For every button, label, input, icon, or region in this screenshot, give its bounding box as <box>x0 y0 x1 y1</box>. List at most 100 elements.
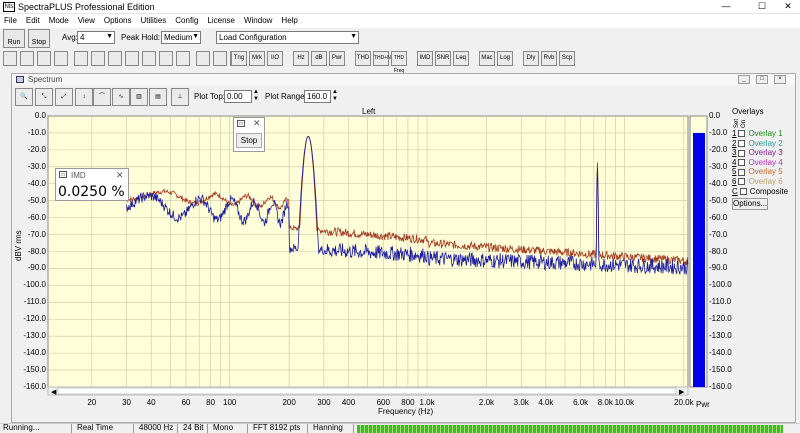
zoom-out-x-icon[interactable]: ⤢ <box>55 88 73 106</box>
plot-top-spinner[interactable]: ▲ ▼ <box>253 89 259 102</box>
print-icon[interactable] <box>54 51 68 66</box>
overlay-set-number[interactable]: 3 <box>732 148 737 158</box>
overlay-checkbox[interactable] <box>738 159 746 167</box>
x-tick-label: 100 <box>223 398 237 407</box>
tool-tng-button[interactable]: Tng <box>231 51 247 66</box>
overlay-row[interactable]: 6 Overlay 6 <box>732 177 788 187</box>
overlay-checkbox[interactable] <box>738 168 746 176</box>
overlay-row[interactable]: 4 Overlay 4 <box>732 158 788 168</box>
play-icon[interactable] <box>74 51 88 66</box>
zoom-y-icon[interactable]: ↕ <box>75 88 93 106</box>
stop-button[interactable]: Stop <box>28 29 50 48</box>
avg-select[interactable]: 4 ▼ <box>77 31 115 44</box>
tool-pwr-button[interactable]: Pwr <box>329 51 345 66</box>
x-tick-label: 4.0k <box>538 398 554 407</box>
overlay-row[interactable]: 3 Overlay 3 <box>732 148 788 158</box>
stop-popup-button[interactable]: Stop <box>236 133 262 148</box>
tool-i-o-button[interactable]: I/O <box>267 51 283 66</box>
menu-item-utilities[interactable]: Utilities <box>140 16 167 25</box>
plot-range-input[interactable]: 160.0 <box>304 90 331 103</box>
scroll-right-icon[interactable]: ▶ <box>679 389 685 396</box>
maximize-icon[interactable]: ☐ <box>757 1 767 11</box>
tool-imd-button[interactable]: IMD <box>417 51 433 66</box>
overlay-row[interactable]: 5 Overlay 5 <box>732 167 788 177</box>
tool-snr-button[interactable]: SNR <box>435 51 451 66</box>
plot-range-spinner[interactable]: ▲ ▼ <box>332 89 338 102</box>
new-icon[interactable] <box>3 51 17 66</box>
imd-close-icon[interactable]: ✕ <box>116 170 124 180</box>
overlay-set-number[interactable]: 2 <box>732 138 737 148</box>
menu-bar: File Edit Mode View Options Utilities Config Li… <box>0 14 800 28</box>
overlay-set-number[interactable]: 1 <box>732 129 737 138</box>
spectrum-bar-icon[interactable]: ▥ <box>130 88 148 106</box>
menu-item-options[interactable]: Options <box>103 16 132 25</box>
tool-db-button[interactable]: dB <box>311 51 327 66</box>
overlay-set-number[interactable]: 6 <box>732 176 737 186</box>
overlay-checkbox[interactable] <box>738 130 746 138</box>
scroll-left-icon[interactable]: ◀ <box>51 389 57 396</box>
x-tick-label: 30 <box>122 398 131 407</box>
tool-dly-button[interactable]: Dly <box>523 51 539 66</box>
spectrum-line-icon[interactable]: ∿ <box>112 88 130 106</box>
zoom-icon[interactable]: 🔍 <box>15 88 33 106</box>
tool-mrk-button[interactable]: Mrk <box>249 51 265 66</box>
open-icon[interactable] <box>20 51 34 66</box>
overlay-row[interactable]: 2 Overlay 2 <box>732 139 788 149</box>
save-icon[interactable] <box>37 51 51 66</box>
composite-set[interactable]: C <box>732 186 738 196</box>
spectrogram-icon[interactable] <box>176 51 190 66</box>
menu-item-view[interactable]: View <box>77 16 95 25</box>
plot-top-input[interactable]: 0.00 <box>224 90 252 103</box>
overlay-set-number[interactable]: 4 <box>732 157 737 167</box>
record-icon[interactable] <box>91 51 105 66</box>
config-select[interactable]: Load Configuration ▼ <box>216 31 359 44</box>
spectrum-maximize-icon[interactable]: □ <box>756 75 768 84</box>
menu-item-config[interactable]: Config <box>175 16 199 25</box>
overlay-checkbox[interactable] <box>738 178 746 186</box>
wave-icon[interactable] <box>125 51 139 66</box>
peak-hold-select[interactable]: Medium ▼ <box>161 31 201 44</box>
phase-icon[interactable] <box>196 51 210 66</box>
tool-log-button[interactable]: Log <box>497 51 513 66</box>
tool-hz-button[interactable]: Hz <box>293 51 309 66</box>
menu-item-file[interactable]: File <box>4 16 17 25</box>
octave-icon[interactable]: ▤ <box>149 88 167 106</box>
spectrum-icon[interactable] <box>142 51 156 66</box>
run-button[interactable]: Run <box>3 29 25 48</box>
overlay-row[interactable]: 1 Overlay 1 <box>732 129 788 139</box>
tool-thd-button[interactable]: THD <box>355 51 371 66</box>
menu-item-mode[interactable]: Mode <box>48 16 69 25</box>
plot-top-label: Plot Top: <box>194 92 225 101</box>
menu-item-edit[interactable]: Edit <box>25 16 40 25</box>
stop-popup-close-icon[interactable]: ✕ <box>253 118 261 128</box>
dual-icon[interactable] <box>108 51 122 66</box>
overlay-label: Overlay 4 <box>748 157 783 167</box>
menu-item-window[interactable]: Window <box>243 16 273 25</box>
overlay-options-button[interactable]: Options... <box>732 198 768 211</box>
tool-thd-n-button[interactable]: THD+N <box>373 51 391 66</box>
status-state: Running... <box>0 424 72 433</box>
composite-checkbox[interactable] <box>739 187 747 195</box>
spectrum-minimize-icon[interactable]: _ <box>738 75 750 84</box>
waveform-icon[interactable]: ⌒ <box>93 88 111 106</box>
zoom-x-icon[interactable]: ⤡ <box>35 88 53 106</box>
overlay-checkbox[interactable] <box>738 149 746 157</box>
menu-item-license[interactable]: License <box>207 16 235 25</box>
sweep-icon[interactable] <box>213 51 227 66</box>
imd-window-icon: □ <box>59 171 67 178</box>
close-icon[interactable]: ✕ <box>784 1 792 11</box>
bars-icon[interactable] <box>159 51 173 66</box>
minimize-icon[interactable]: — <box>721 1 731 11</box>
tool-leq-button[interactable]: Leq <box>453 51 469 66</box>
menu-item-help[interactable]: Help <box>281 16 298 25</box>
composite-row[interactable]: C Composite <box>732 187 788 197</box>
tool-scp-button[interactable]: Scp <box>559 51 575 66</box>
overlay-checkbox[interactable] <box>738 139 746 147</box>
scroll-thumb[interactable] <box>57 387 677 395</box>
tool-thd-freq-button[interactable]: THD Freq <box>391 51 407 74</box>
tool-rvb-button[interactable]: Rvb <box>541 51 557 66</box>
marker-icon[interactable]: ⊥ <box>171 88 189 106</box>
tool-mac-button[interactable]: Mac <box>479 51 495 66</box>
spectrum-close-icon[interactable]: × <box>774 75 786 84</box>
overlay-set-number[interactable]: 5 <box>732 167 737 177</box>
